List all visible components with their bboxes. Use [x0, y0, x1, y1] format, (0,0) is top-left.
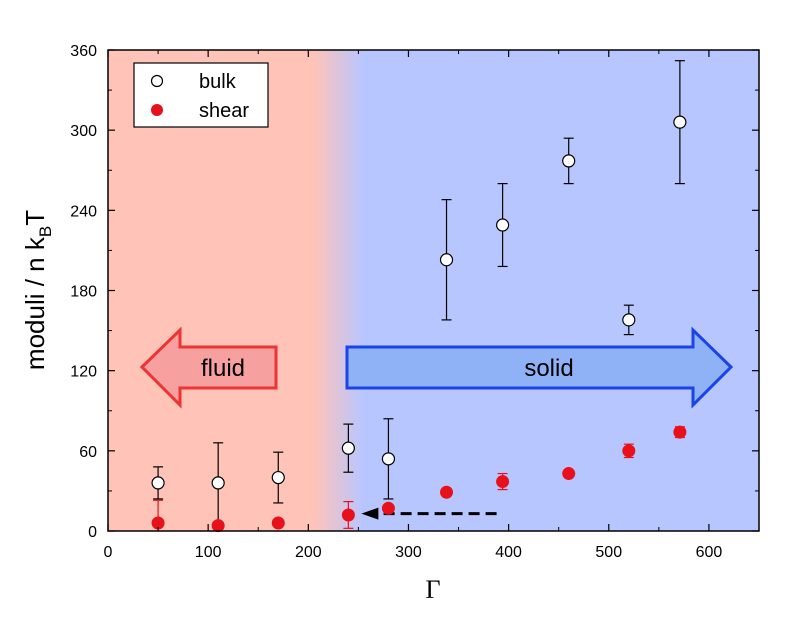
bulk-point [673, 115, 687, 129]
y-axis-title: moduli / n kBT [20, 210, 55, 370]
y-tick-label: 60 [79, 444, 97, 461]
bulk-point [439, 253, 454, 267]
solid-arrow [345, 326, 734, 409]
x-axis: 0 100 200 300 400 500 600 [104, 50, 723, 561]
y-tick-label: 240 [70, 203, 97, 220]
shear-point [271, 516, 285, 530]
shear-point [562, 467, 576, 481]
dashed-arrow [361, 507, 497, 520]
bulk-point [562, 154, 576, 168]
x-tick-label: 600 [696, 544, 723, 561]
y-axis-title-main: moduli / n k [20, 236, 50, 370]
bulk-point [496, 218, 510, 232]
x-axis-title: Γ [425, 575, 440, 604]
fluid-label: fluid [201, 355, 245, 382]
fluid-arrow [139, 326, 278, 409]
bulk-point [271, 470, 285, 485]
legend-bulk-label: bulk [199, 71, 237, 93]
bulk-point [341, 441, 355, 455]
shear-point [673, 425, 687, 439]
data-points [151, 115, 687, 533]
x-tick-label: 500 [595, 544, 622, 561]
shear-point [496, 475, 510, 489]
shear-point [341, 508, 355, 522]
bulk-point [622, 313, 636, 327]
dashed-arrow-head [361, 507, 379, 520]
y-axis-title-subscript: B [36, 226, 55, 237]
legend-box [133, 62, 269, 128]
shear-point [622, 444, 636, 458]
shear-point [440, 485, 454, 499]
y-axis-title-tail: T [20, 210, 50, 226]
x-tick-label: 200 [295, 544, 322, 561]
bulk-point [151, 476, 165, 490]
x-tick-label: 100 [195, 544, 222, 561]
plot-background [108, 50, 759, 531]
shear-point [211, 519, 225, 533]
legend-shear-marker [151, 104, 163, 116]
y-axis: 0 60 120 180 240 300 360 [70, 43, 759, 541]
shear-point [381, 501, 395, 515]
y-tick-label: 120 [70, 364, 97, 381]
bulk-point [211, 476, 225, 490]
y-tick-label: 180 [70, 284, 97, 301]
solid-label: solid [524, 355, 573, 382]
x-tick-label: 300 [395, 544, 422, 561]
bulk-point [381, 452, 396, 466]
y-tick-label: 300 [70, 123, 97, 140]
x-tick-label: 0 [104, 544, 113, 561]
y-tick-label: 0 [88, 524, 97, 541]
legend: bulk shear [133, 62, 269, 128]
x-tick-label: 400 [495, 544, 522, 561]
legend-bulk-marker [150, 74, 164, 88]
y-tick-label: 360 [70, 43, 97, 60]
annotation-layer: fluid solid [139, 326, 734, 409]
legend-shear-label: shear [199, 100, 249, 122]
